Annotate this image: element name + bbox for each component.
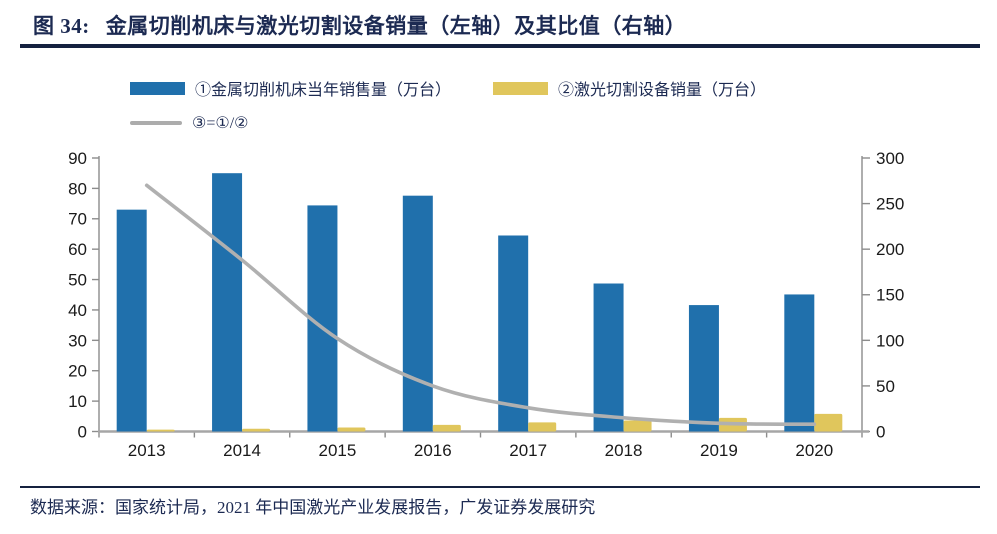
figure-number-label: 图 34: <box>33 14 90 38</box>
left-axis-tick-label: 0 <box>78 422 87 441</box>
legend-swatch-ratio-line-icon <box>130 121 182 125</box>
legend-label-ratio: ③=①/② <box>192 115 249 132</box>
bar-laser-2015 <box>337 427 366 432</box>
bar-laser-2013 <box>146 429 175 432</box>
right-axis-tick-label: 0 <box>876 422 885 441</box>
bar-metal-2018 <box>593 283 624 432</box>
data-source-note: 数据来源：国家统计局，2021 年中国激光产业发展报告，广发证券发展研究 <box>30 498 596 517</box>
legend-swatch-metal-icon <box>130 81 185 95</box>
x-axis-label-2018: 2018 <box>605 441 643 460</box>
bar-metal-2014 <box>212 173 243 432</box>
figure-title: 金属切削机床与激光切割设备销量（左轴）及其比值（右轴） <box>105 14 687 38</box>
legend-item-metal-machine: ①金属切削机床当年销售量（万台） <box>130 77 451 99</box>
x-axis-label-2017: 2017 <box>509 441 547 460</box>
left-axis-tick-label: 20 <box>68 362 87 381</box>
footer-divider <box>20 486 980 488</box>
x-axis-label-2014: 2014 <box>223 441 261 460</box>
figure-header: 图 34: 金属切削机床与激光切割设备销量（左轴）及其比值（右轴） <box>33 10 686 40</box>
left-axis-tick-label: 60 <box>68 240 87 259</box>
left-axis-tick-label: 90 <box>68 149 87 168</box>
bar-laser-2017 <box>528 422 557 432</box>
x-axis-label-2020: 2020 <box>795 441 833 460</box>
right-axis-tick-label: 250 <box>876 195 904 214</box>
left-axis-tick-label: 50 <box>68 271 87 290</box>
bar-metal-2013 <box>116 209 147 432</box>
x-axis-label-2019: 2019 <box>700 441 738 460</box>
left-axis-tick-label: 10 <box>68 392 87 411</box>
x-axis-label-2016: 2016 <box>414 441 452 460</box>
bar-laser-2016 <box>432 424 461 432</box>
ratio-line <box>144 183 817 426</box>
left-axis-tick-label: 80 <box>68 179 87 198</box>
left-axis-tick-label: 40 <box>68 301 87 320</box>
title-divider <box>20 44 980 48</box>
right-axis-tick-label: 50 <box>876 377 895 396</box>
legend-label-laser: ②激光切割设备销量（万台） <box>558 82 767 99</box>
bar-metal-2017 <box>498 235 529 432</box>
left-axis-tick-label: 30 <box>68 331 87 350</box>
legend-label-metal: ①金属切削机床当年销售量（万台） <box>195 82 452 99</box>
right-axis-tick-label: 100 <box>876 331 904 350</box>
bar-metal-2016 <box>402 195 433 432</box>
legend-item-laser-equipment: ②激光切割设备销量（万台） <box>493 77 766 99</box>
bar-laser-2018 <box>623 420 652 432</box>
right-axis-tick-label: 200 <box>876 240 904 259</box>
bar-laser-2020 <box>814 413 843 432</box>
x-axis-label-2015: 2015 <box>319 441 357 460</box>
x-axis-label-2013: 2013 <box>128 441 166 460</box>
right-axis-tick-label: 300 <box>876 149 904 168</box>
left-axis-tick-label: 70 <box>68 210 87 229</box>
legend-item-ratio: ③=①/② <box>130 112 249 134</box>
right-axis-tick-label: 150 <box>876 286 904 305</box>
bar-metal-2020 <box>784 294 815 432</box>
bar-laser-2014 <box>242 428 271 432</box>
bar-metal-2019 <box>688 305 719 432</box>
legend-swatch-laser-icon <box>493 81 548 95</box>
